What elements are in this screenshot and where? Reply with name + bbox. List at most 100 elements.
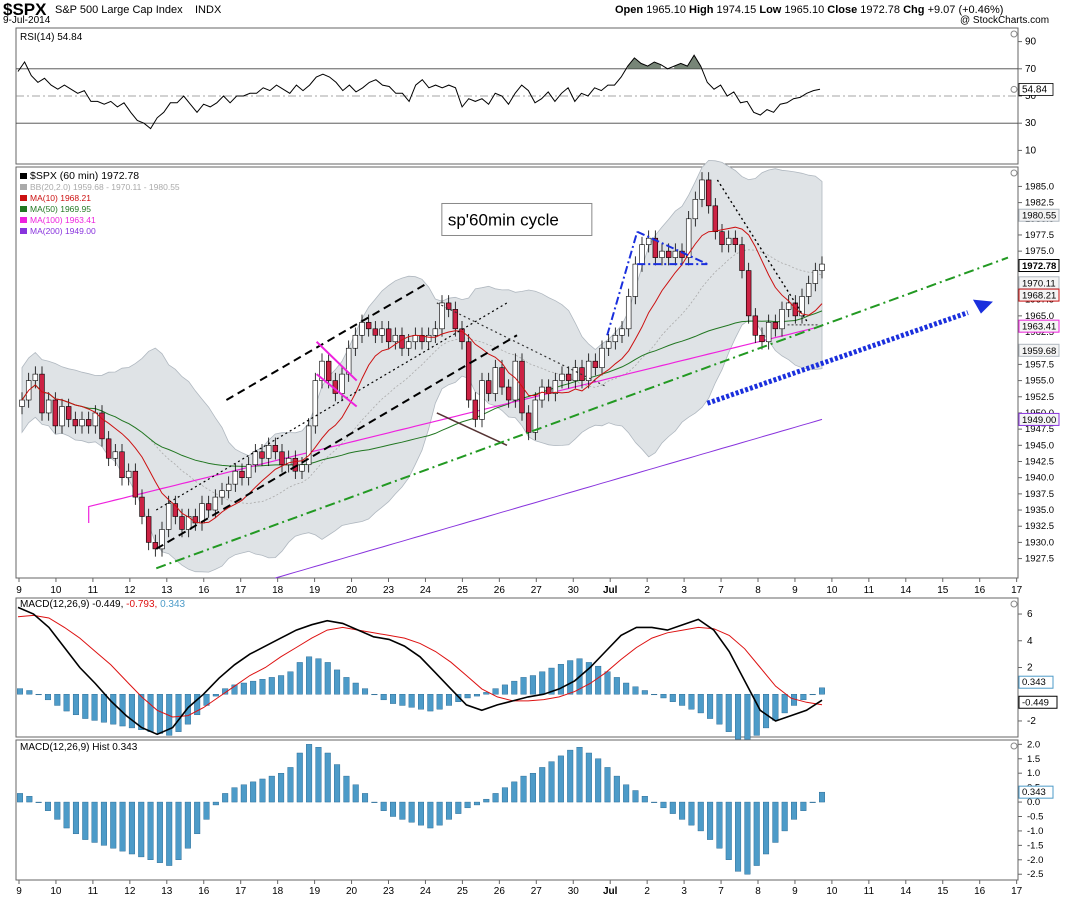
bottom-x-label: 8 — [755, 886, 761, 897]
hist-bar — [390, 801, 397, 817]
bottom-x-label: 11 — [88, 886, 99, 897]
bottom-x-label: 7 — [718, 886, 724, 897]
price-tick-label: 1937.5 — [1025, 489, 1054, 500]
candle — [819, 263, 825, 271]
price-value-tag-label: 1980.55 — [1022, 211, 1056, 222]
macd-hist-bar — [427, 694, 434, 712]
candle — [425, 334, 432, 343]
hist-tick-label: -0.5 — [1027, 811, 1043, 822]
macd-hist-bar — [231, 684, 238, 695]
candle — [272, 445, 279, 453]
candle — [452, 309, 459, 330]
hist-bar — [315, 747, 322, 803]
macd-hist-bar — [613, 677, 620, 695]
macd-settings-icon — [1010, 600, 1018, 608]
macd-hist-bar — [380, 694, 387, 701]
candle — [245, 464, 252, 478]
price-tick-label: 1977.5 — [1025, 230, 1054, 241]
resistance-line — [436, 302, 608, 388]
hist-tick-label: 1.0 — [1027, 768, 1040, 779]
candle — [132, 470, 139, 498]
candle — [652, 237, 659, 258]
price-tick-label: 1985.0 — [1025, 181, 1054, 192]
macd-hist-bar — [557, 664, 564, 695]
macd-hist-bar — [651, 694, 658, 696]
candle — [159, 529, 165, 550]
bottom-x-label: 13 — [161, 886, 173, 897]
hist-bar — [595, 758, 602, 803]
rsi-tick-label: 70 — [1025, 64, 1037, 75]
macd-hist-bar — [100, 694, 107, 723]
bottom-x-label: 19 — [309, 886, 321, 897]
macd-hist-bar — [511, 680, 518, 695]
hist-bar — [408, 801, 415, 823]
price-tick-label: 1930.0 — [1025, 537, 1054, 548]
candle — [192, 516, 199, 524]
macd-hist-bar — [660, 694, 667, 699]
rsi-tick-label: 50 — [1025, 91, 1037, 102]
bottom-x-label: 16 — [974, 886, 986, 897]
hist-bar — [334, 764, 341, 803]
hist-bar — [17, 793, 24, 803]
macd-hist-bar — [35, 694, 42, 696]
candle — [125, 470, 132, 478]
price-x-label: 16 — [974, 585, 986, 596]
candle — [719, 231, 725, 245]
triangle-top — [636, 230, 708, 265]
legend-swatch — [20, 173, 27, 179]
candle — [732, 237, 739, 245]
price-tick-label: 1932.5 — [1025, 521, 1054, 532]
candle — [612, 334, 619, 343]
price-x-label: 10 — [50, 585, 62, 596]
price-x-label: 9 — [792, 585, 798, 596]
candle — [225, 483, 232, 491]
candle — [725, 237, 732, 245]
macd-hist-bar — [753, 694, 760, 736]
price-x-label: 25 — [457, 585, 469, 596]
macd-hist-bar — [669, 694, 676, 702]
hist-bar — [399, 801, 406, 820]
hist-bar — [772, 801, 779, 843]
price-value-tag — [1018, 412, 1060, 426]
hist-bar — [324, 752, 331, 803]
price-x-label: 2 — [644, 585, 650, 596]
hist-bar — [268, 775, 275, 803]
hist-bar — [250, 781, 257, 803]
bottom-x-label: 16 — [198, 886, 210, 897]
candle — [39, 373, 45, 414]
projection-arrow-head — [972, 299, 993, 314]
price-value-tag-label: 1959.68 — [1022, 346, 1056, 357]
legend-swatch — [20, 217, 27, 223]
macd-hist-bar — [222, 688, 229, 695]
price-x-label: 9 — [16, 585, 22, 596]
macd-hist-bar — [175, 694, 182, 732]
macd-hist-tag-label: 0.343 — [1022, 677, 1046, 688]
price-x-label: 18 — [272, 585, 284, 596]
projection-arrow-line — [706, 310, 969, 406]
hist-bar — [138, 801, 145, 858]
hist-bar — [800, 801, 807, 811]
support-stub-line — [436, 412, 508, 446]
macd-hist-bar — [623, 682, 630, 695]
price-x-label: 27 — [531, 585, 543, 596]
price-x-label: 23 — [383, 585, 395, 596]
hist-panel — [15, 739, 1019, 881]
candle — [412, 334, 419, 343]
hist-bar — [464, 801, 471, 809]
hist-bar — [352, 784, 359, 803]
bottom-x-label: 10 — [50, 886, 62, 897]
price-x-label: 17 — [235, 585, 247, 596]
candle — [585, 360, 592, 381]
hist-bar — [725, 801, 732, 860]
candle — [379, 328, 385, 336]
price-value-tag — [1018, 259, 1060, 273]
macd-hist-bar — [445, 694, 452, 706]
price-value-tag-label: 1972.78 — [1022, 261, 1056, 272]
hist-tick-label: 1.5 — [1027, 754, 1040, 765]
hist-title: MACD(12,26,9) Hist 0.343 — [20, 742, 138, 753]
macd-hist-bar — [735, 694, 742, 740]
macd-hist-bar — [362, 688, 369, 695]
candle — [772, 322, 779, 330]
hist-bar — [483, 798, 490, 803]
